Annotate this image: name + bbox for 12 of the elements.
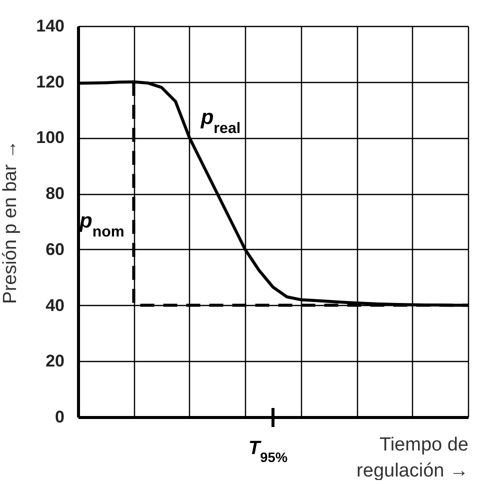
series-label: p$_{nom}$ xyxy=(78,210,124,240)
series-label: p$_{real}$ xyxy=(200,106,241,137)
y-tick-label: 40 xyxy=(46,296,64,315)
y-tick-label: 60 xyxy=(46,240,64,259)
y-tick-label: 100 xyxy=(36,128,64,148)
y-tick-label: 140 xyxy=(36,16,64,36)
y-tick-label: 120 xyxy=(36,72,64,92)
y-tick-label: 20 xyxy=(46,352,64,371)
y-tick-label: 0 xyxy=(55,408,64,426)
y-axis-title: Presión p en bar → xyxy=(0,140,22,304)
text: T$_{95%}$ xyxy=(248,438,288,464)
y-tick-label: 80 xyxy=(46,184,64,204)
